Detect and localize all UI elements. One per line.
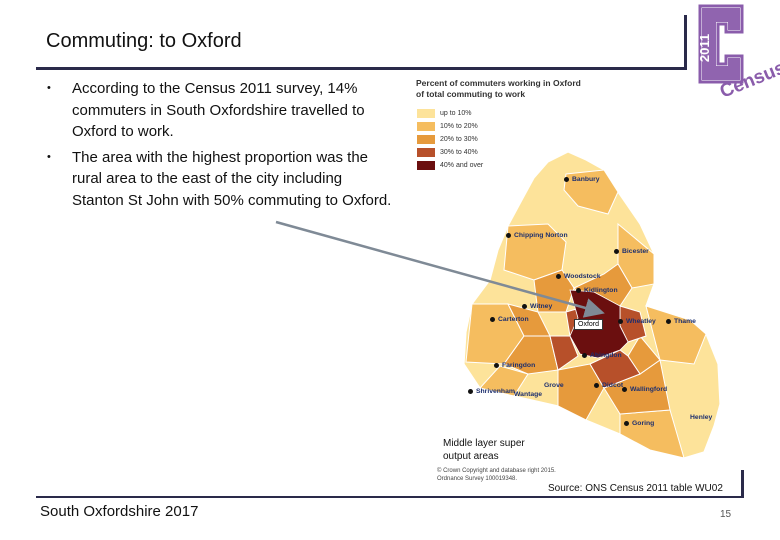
legend-swatch: [416, 121, 436, 132]
legend-item: 40% and over: [416, 160, 483, 171]
footer-divider: [36, 496, 744, 498]
location-pin-icon: [490, 316, 495, 322]
location-pin-icon: [506, 232, 511, 238]
location-pin-icon: [614, 248, 619, 254]
town-label: Wheatley: [626, 318, 656, 325]
legend-swatch: [416, 147, 436, 158]
footer-label: South Oxfordshire 2017: [40, 503, 199, 520]
legend-label: 40% and over: [440, 162, 484, 169]
bullet-text: The area with the highest proportion was…: [72, 148, 392, 209]
town-bicester: Bicester: [614, 248, 649, 255]
town-label: Thame: [674, 318, 696, 325]
location-pin-icon: [594, 382, 599, 388]
bullet-text: According to the Census 2011 survey, 14%…: [72, 80, 365, 140]
location-pin-icon: [564, 176, 569, 182]
location-pin-icon: [618, 318, 623, 324]
title-divider-vertical: [684, 15, 687, 70]
location-pin-icon: [582, 352, 587, 358]
legend-item: 10% to 20%: [416, 121, 478, 132]
town-kidlington: Kidlington: [576, 287, 618, 294]
town-label: Wallingford: [630, 386, 668, 393]
legend-swatch: [416, 108, 436, 119]
town-label: Henley: [690, 414, 713, 421]
town-label: Grove: [544, 382, 564, 389]
census-2011-logo: 2011 Census: [697, 4, 780, 102]
town-label: Goring: [632, 420, 655, 427]
title-divider: [36, 67, 686, 70]
legend-label: 20% to 30%: [440, 136, 478, 143]
logo-year: 2011: [697, 34, 712, 62]
town-didcot: Didcot: [594, 382, 623, 389]
copyright-line: © Crown Copyright and database right 201…: [437, 468, 556, 474]
town-label: Witney: [530, 303, 553, 310]
location-pin-icon: [468, 388, 473, 394]
town-wheatley: Wheatley: [618, 318, 656, 325]
copyright-line: Ordnance Survey 100019348.: [437, 476, 518, 482]
bullet-glyph: •: [47, 82, 51, 94]
location-pin-icon: [666, 318, 671, 324]
legend-swatch: [416, 134, 436, 145]
town-label: Bicester: [622, 248, 649, 255]
caption-line: Middle layer super: [443, 438, 525, 449]
town-wantage: Wantage: [514, 391, 542, 398]
slide-title: Commuting: to Oxford: [46, 30, 242, 52]
legend-title-line: of total commuting to work: [416, 89, 526, 99]
town-shrivenham: Shrivenham: [468, 388, 515, 395]
legend-title: Percent of commuters working in Oxford o…: [416, 78, 581, 100]
town-thame: Thame: [666, 318, 696, 325]
oxford-label: Oxford: [574, 319, 604, 330]
town-faringdon: Faringdon: [494, 362, 535, 369]
bullet-glyph: •: [47, 150, 51, 163]
town-wallingford: Wallingford: [622, 386, 667, 393]
source-note: Source: ONS Census 2011 table WU02: [548, 483, 723, 494]
town-chipping-norton: Chipping Norton: [506, 232, 568, 239]
bullet-item: • The area with the highest proportion w…: [44, 147, 394, 212]
legend-item: 30% to 40%: [416, 147, 478, 158]
town-label: Woodstock: [564, 273, 601, 280]
location-pin-icon: [522, 303, 527, 309]
legend-swatch: [416, 160, 436, 171]
page-number: 15: [720, 509, 732, 520]
town-label: Carterton: [498, 316, 529, 323]
town-label: Shrivenham: [476, 388, 515, 395]
legend-title-line: Percent of commuters working in Oxford: [416, 78, 581, 88]
town-label: Didcot: [602, 382, 624, 389]
legend-item: 20% to 30%: [416, 134, 478, 145]
map-caption: Middle layer super output areas: [443, 437, 525, 463]
location-pin-icon: [556, 273, 561, 279]
legend-item: up to 10%: [416, 108, 472, 119]
town-witney: Witney: [522, 303, 552, 310]
town-label: Wantage: [514, 391, 543, 398]
town-goring: Goring: [624, 420, 654, 427]
town-grove: Grove: [544, 382, 564, 389]
footer-divider-vertical: [741, 470, 744, 498]
town-label: Abingdon: [590, 352, 622, 359]
location-pin-icon: [494, 362, 499, 368]
commuting-map: Percent of commuters working in Oxford o…: [408, 74, 748, 484]
legend-label: 30% to 40%: [440, 149, 478, 156]
town-carterton: Carterton: [490, 316, 529, 323]
town-label: Faringdon: [502, 362, 536, 369]
town-henley: Henley: [690, 414, 712, 421]
bullet-list: • According to the Census 2011 survey, 1…: [44, 78, 394, 215]
location-pin-icon: [576, 287, 581, 293]
location-pin-icon: [624, 420, 629, 426]
town-woodstock: Woodstock: [556, 273, 601, 280]
map-copyright: © Crown Copyright and database right 201…: [437, 467, 556, 483]
town-label: Kidlington: [584, 287, 618, 294]
bullet-item: • According to the Census 2011 survey, 1…: [44, 78, 394, 143]
legend-label: up to 10%: [440, 110, 472, 117]
legend-label: 10% to 20%: [440, 123, 478, 130]
location-pin-icon: [622, 386, 627, 392]
town-label: Chipping Norton: [514, 232, 568, 239]
town-abingdon: Abingdon: [582, 352, 622, 359]
town-banbury: Banbury: [564, 176, 600, 183]
caption-line: output areas: [443, 451, 499, 462]
town-label: Banbury: [572, 176, 600, 183]
